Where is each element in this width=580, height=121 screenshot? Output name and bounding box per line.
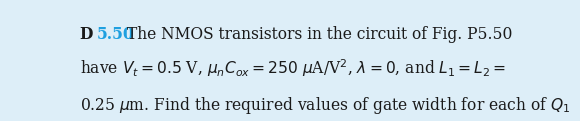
Text: D: D — [79, 26, 93, 43]
Text: have $V_t = 0.5$ V, $\mu_n C_{ox} = 250$ $\mu$A/V$^2$, $\lambda = 0$, and $L_1 =: have $V_t = 0.5$ V, $\mu_n C_{ox} = 250$… — [79, 57, 506, 79]
Text: 5.50: 5.50 — [97, 26, 135, 43]
Text: 0.25 $\mu$m. Find the required values of gate width for each of $Q_1$: 0.25 $\mu$m. Find the required values of… — [79, 95, 570, 116]
Text: The NMOS transistors in the circuit of Fig. P5.50: The NMOS transistors in the circuit of F… — [128, 26, 513, 43]
